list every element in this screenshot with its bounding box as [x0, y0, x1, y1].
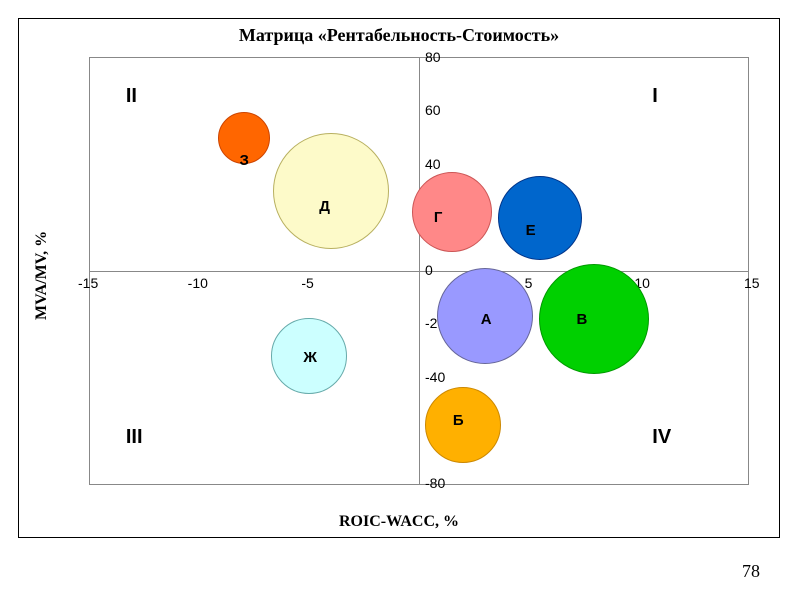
x-tick-label: -10 — [188, 275, 208, 291]
bubble-label-Г: Г — [434, 209, 443, 226]
x-axis-label: ROIC-WACC, % — [19, 513, 779, 531]
y-tick-label: 60 — [425, 102, 441, 118]
x-tick-label: 5 — [525, 275, 533, 291]
x-tick-label: -15 — [78, 275, 98, 291]
quadrant-label-I: I — [652, 85, 658, 108]
y-tick-label: -80 — [425, 475, 445, 491]
quadrant-label-IV: IV — [652, 426, 671, 449]
y-tick-label: 80 — [425, 49, 441, 65]
bubble-Е — [498, 176, 582, 260]
bubble-label-А: А — [481, 311, 492, 328]
x-tick-label: -5 — [301, 275, 313, 291]
y-tick-label: 0 — [425, 262, 433, 278]
page-number: 78 — [742, 561, 760, 582]
y-axis-label: MVA/MV, % — [33, 231, 51, 320]
quadrant-label-II: II — [126, 85, 137, 108]
y-tick-label: -40 — [425, 369, 445, 385]
quadrant-label-III: III — [126, 426, 143, 449]
y-axis — [419, 58, 420, 484]
bubble-В — [539, 264, 649, 374]
bubble-Д — [273, 133, 389, 249]
bubble-label-Ж: Ж — [303, 349, 317, 366]
y-tick-label: 40 — [425, 156, 441, 172]
bubble-Г — [412, 172, 492, 252]
bubble-label-Д: Д — [319, 198, 330, 215]
chart-title: Матрица «Рентабельность-Стоимость» — [19, 25, 779, 46]
bubble-label-Е: Е — [526, 222, 536, 239]
outer-frame: Матрица «Рентабельность-Стоимость» MVA/M… — [18, 18, 780, 538]
plot-area: -80-60-40-20020406080-15-10-551015АБВГДЕ… — [89, 57, 749, 485]
bubble-label-З: З — [240, 152, 249, 169]
bubble-label-В: В — [576, 311, 587, 328]
bubble-label-Б: Б — [453, 412, 464, 429]
x-tick-label: 15 — [744, 275, 760, 291]
